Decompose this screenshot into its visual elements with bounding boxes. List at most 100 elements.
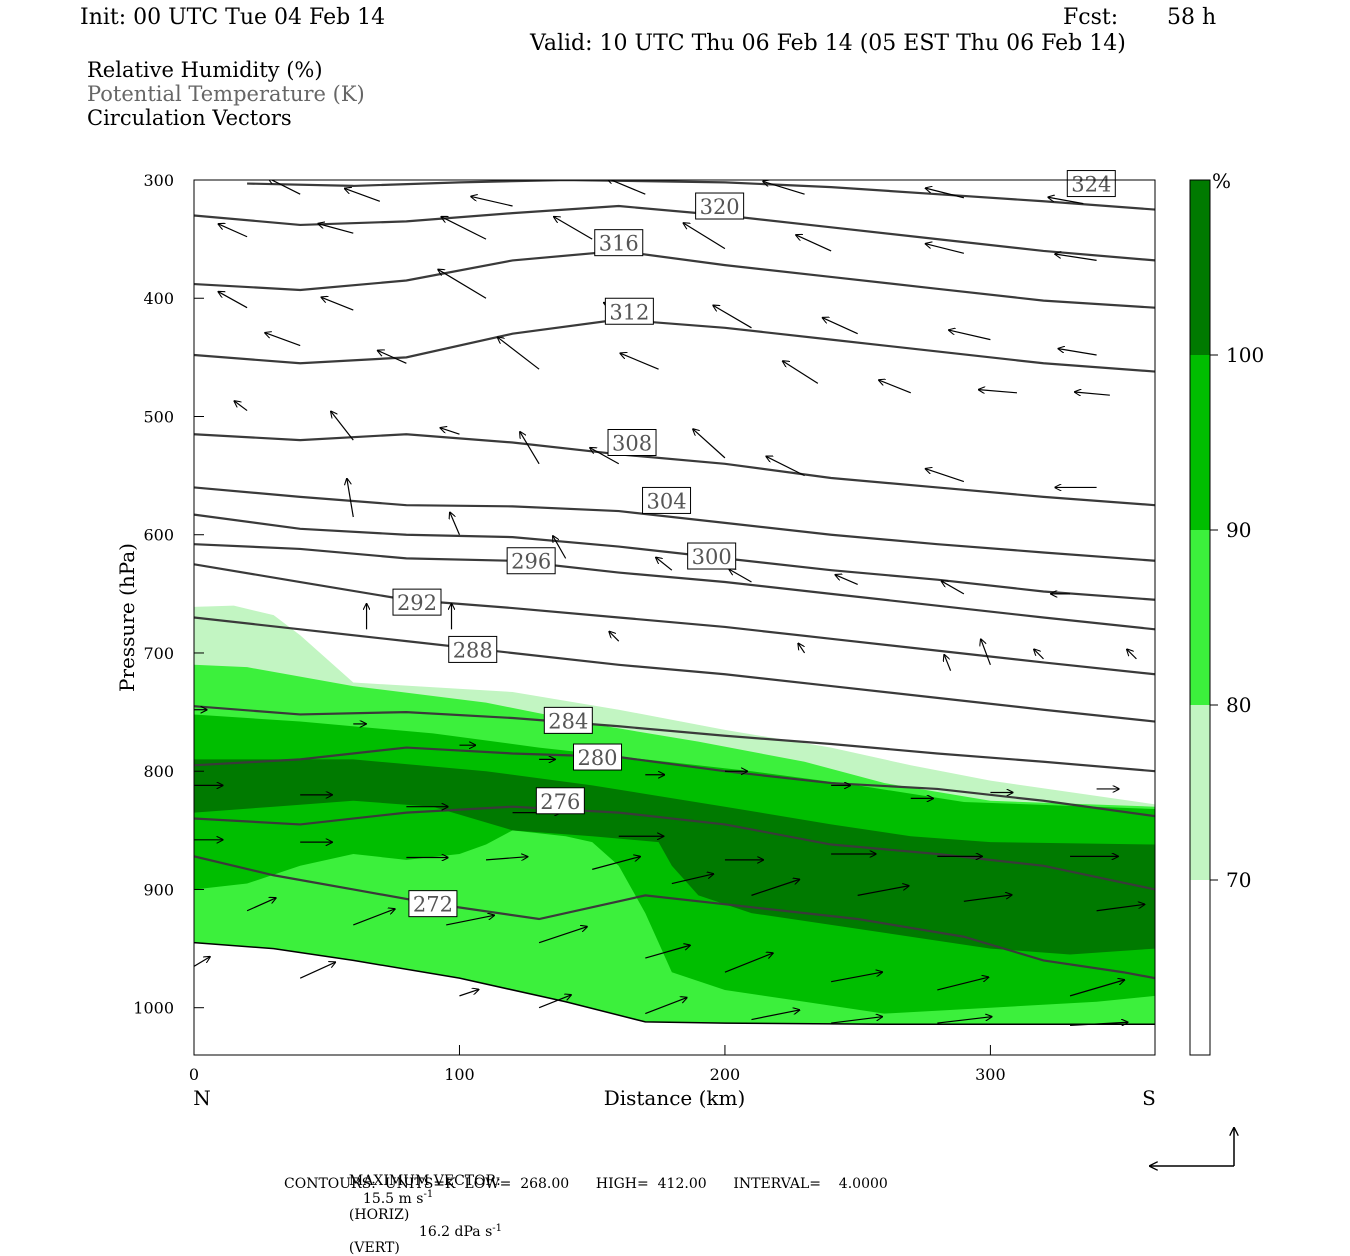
circulation-vector bbox=[937, 1017, 991, 1024]
circulation-vector bbox=[218, 224, 248, 238]
theta-contour-300 bbox=[194, 513, 1155, 601]
circulation-vector bbox=[693, 429, 726, 459]
max-vector-label: MAXIMUM VECTOR: bbox=[348, 1173, 501, 1189]
y-axis-label: Pressure (hPa) bbox=[115, 543, 139, 692]
legend-vectors: Circulation Vectors bbox=[87, 106, 292, 130]
circulation-vector bbox=[321, 297, 354, 311]
colorbar-segment bbox=[1190, 180, 1210, 355]
colorbar-segment bbox=[1190, 355, 1210, 530]
y-tick-label: 800 bbox=[143, 762, 174, 781]
circulation-vector bbox=[1096, 904, 1145, 912]
circulation-vector bbox=[831, 972, 882, 983]
max-horiz: 15.5 m s bbox=[362, 1190, 424, 1207]
y-tick-label: 400 bbox=[143, 289, 174, 308]
contour-label: 296 bbox=[511, 550, 551, 574]
y-tick-label: 1000 bbox=[133, 999, 174, 1018]
footer-max-vector: MAXIMUM VECTOR: 15.5 m s-1 (HORIZ) 16.2 … bbox=[340, 1157, 502, 1256]
contour-label-box bbox=[506, 547, 556, 575]
circulation-vector bbox=[979, 390, 1018, 393]
fcst-value: 58 h bbox=[1167, 5, 1217, 30]
circulation-vector bbox=[498, 337, 540, 370]
theta-contour-296 bbox=[194, 543, 1155, 631]
circulation-vector bbox=[683, 223, 726, 250]
circulation-vector bbox=[1055, 254, 1097, 261]
circulation-vector bbox=[963, 895, 1012, 902]
circulation-vector bbox=[1034, 649, 1044, 660]
theta-contour-292 bbox=[194, 563, 1155, 676]
colorbar-frame bbox=[1189, 179, 1211, 1056]
circulation-vector bbox=[798, 643, 806, 654]
contour-label: 300 bbox=[692, 545, 732, 569]
circulation-vector bbox=[353, 909, 395, 926]
contour-label-layer: 272 276 280 284 288 292 296 300 304 308 312 316 320 3… bbox=[392, 170, 1116, 918]
contour-label-box bbox=[687, 542, 737, 570]
circulation-vector bbox=[857, 886, 909, 896]
theta-contour-288 bbox=[194, 616, 1155, 723]
vert-exp: -1 bbox=[492, 1222, 503, 1234]
below-ground-mask bbox=[194, 942, 1155, 1055]
circulation-vector bbox=[607, 180, 646, 195]
circulation-vector bbox=[879, 380, 911, 394]
circulation-vector bbox=[713, 305, 752, 329]
surface-line bbox=[194, 941, 1155, 1026]
x-tick-label: 100 bbox=[444, 1065, 475, 1084]
circulation-vector bbox=[783, 361, 819, 384]
contour-label-box bbox=[642, 486, 692, 514]
contour-label: 292 bbox=[397, 591, 437, 615]
init-label: Init: 00 UTC Tue 04 Feb 14 bbox=[80, 5, 386, 30]
contour-label-box bbox=[573, 743, 623, 771]
north-label: N bbox=[193, 1086, 211, 1110]
y-tick-label: 900 bbox=[143, 880, 174, 899]
circulation-vector bbox=[763, 181, 805, 195]
horiz-exp: -1 bbox=[423, 1189, 434, 1200]
colorbar-label: 90 bbox=[1226, 518, 1251, 542]
footer-contours: CONTOURS: UNITS=K LOW= 268.00 HIGH= 412.… bbox=[284, 1176, 888, 1192]
circulation-vector bbox=[592, 857, 640, 870]
circulation-vector bbox=[265, 333, 301, 347]
circulation-vector bbox=[944, 655, 952, 671]
valid-label: Valid: 10 UTC Thu 06 Feb 14 (05 EST Thu … bbox=[530, 31, 1126, 56]
circulation-vector bbox=[441, 217, 487, 240]
circulation-vector bbox=[246, 898, 276, 912]
theta-contour-276 bbox=[194, 805, 1155, 891]
contour-label: 316 bbox=[599, 232, 639, 256]
south-label: S bbox=[1142, 1086, 1156, 1110]
theta-contour-304 bbox=[194, 486, 1155, 562]
circulation-vector bbox=[822, 318, 858, 335]
contour-label: 272 bbox=[413, 893, 453, 917]
rh-fill-layer bbox=[194, 605, 1155, 1055]
circulation-vector bbox=[1075, 392, 1110, 395]
circulation-vector bbox=[438, 269, 487, 299]
rh-fill-100 bbox=[194, 759, 1155, 955]
y-tick-label: 300 bbox=[143, 171, 174, 190]
contour-label-box bbox=[1066, 170, 1116, 198]
circulation-vector bbox=[949, 330, 991, 341]
y-tick-label: 600 bbox=[143, 526, 174, 545]
vert-tag: (VERT) bbox=[348, 1240, 400, 1256]
fcst-label: Fcst: bbox=[1063, 5, 1119, 30]
contour-label-box bbox=[695, 192, 745, 220]
circulation-vector bbox=[656, 557, 673, 571]
y-tick-label: 500 bbox=[143, 407, 174, 426]
contour-label: 308 bbox=[612, 432, 652, 456]
circulation-vector bbox=[609, 632, 620, 642]
x-tick-label: 200 bbox=[710, 1065, 741, 1084]
contour-label: 304 bbox=[646, 489, 686, 513]
circulation-vector bbox=[538, 995, 571, 1009]
legend-theta: Potential Temperature (K) bbox=[87, 82, 365, 106]
theta-contour-280 bbox=[194, 746, 1155, 818]
circulation-vector bbox=[299, 962, 335, 979]
circulation-vector bbox=[450, 512, 461, 535]
x-tick-label: 0 bbox=[189, 1065, 199, 1084]
circulation-vector bbox=[751, 1010, 799, 1021]
contour-label-box bbox=[594, 229, 644, 257]
circulation-vector bbox=[318, 224, 354, 234]
colorbar-unit: % bbox=[1212, 169, 1231, 193]
circulation-vector bbox=[218, 292, 248, 309]
circulation-vector bbox=[981, 639, 991, 666]
theta-contour-272 bbox=[194, 855, 1155, 980]
theta-contour-284 bbox=[194, 705, 1155, 773]
circulation-vector bbox=[554, 217, 593, 240]
circulation-vector bbox=[1069, 980, 1124, 997]
circulation-vector bbox=[671, 874, 714, 885]
